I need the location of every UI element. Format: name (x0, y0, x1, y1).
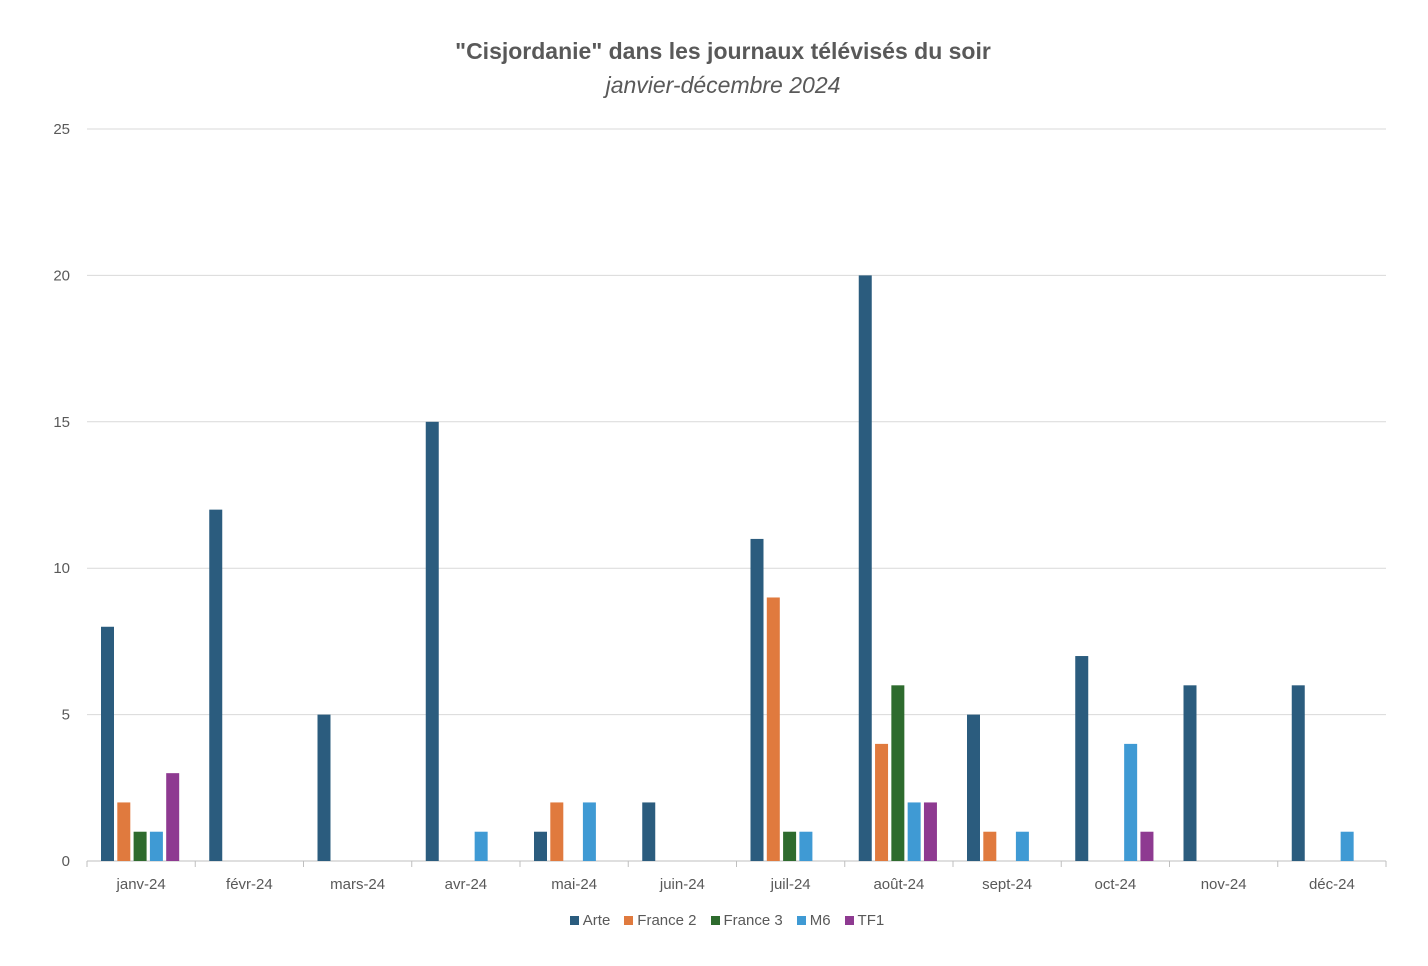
legend-label: TF1 (857, 912, 885, 929)
bar-france-3-août-24 (891, 685, 905, 861)
legend-swatch (624, 916, 634, 925)
legend-label: Arte (582, 912, 611, 929)
bar-tf1-août-24 (923, 802, 937, 861)
bar-arte-juin-24 (642, 802, 656, 861)
bar-tf1-janv-24 (166, 773, 180, 861)
legend-label: France 3 (723, 912, 783, 929)
bar-arte-sept-24 (967, 714, 980, 861)
x-tick-label: janv-24 (116, 876, 166, 893)
bar-arte-févr-24 (209, 509, 223, 861)
legend-label: M6 (809, 912, 831, 929)
legend-item: France 2 (624, 912, 697, 929)
legend-swatch (569, 916, 579, 925)
x-tick-label: juil-24 (770, 876, 811, 893)
bar-france-2-janv-24 (117, 802, 131, 861)
bar-arte-mai-24 (534, 831, 547, 861)
x-tick-label: nov-24 (1201, 876, 1247, 893)
y-tick-label: 0 (62, 853, 70, 870)
y-tick-label: 20 (53, 267, 70, 284)
bar-m6-août-24 (907, 802, 921, 861)
bar-arte-mars-24 (317, 714, 331, 861)
y-tick-label: 25 (53, 121, 70, 138)
bar-france-3-janv-24 (133, 831, 147, 861)
bar-arte-août-24 (858, 275, 872, 861)
legend-swatch (844, 916, 854, 925)
x-tick-label: déc-24 (1309, 876, 1355, 893)
bar-tf1-oct-24 (1140, 831, 1154, 861)
bar-arte-nov-24 (1183, 685, 1197, 861)
x-tick-label: oct-24 (1095, 876, 1137, 893)
legend-swatch (710, 916, 720, 925)
legend-label: France 2 (637, 912, 697, 929)
legend-item: Arte (569, 912, 611, 929)
chart-legend: Arte France 2 France 3 M6 TF1 (0, 912, 1428, 929)
bar-arte-déc-24 (1291, 685, 1305, 861)
bar-m6-avr-24 (474, 831, 488, 861)
bar-arte-juil-24 (750, 538, 764, 861)
bar-france-2-août-24 (875, 743, 889, 861)
x-tick-label: juin-24 (659, 876, 705, 893)
bar-france-2-juil-24 (766, 597, 780, 861)
y-tick-label: 5 (62, 707, 70, 724)
x-tick-label: mars-24 (330, 876, 385, 893)
legend-item: TF1 (844, 912, 885, 929)
bar-m6-janv-24 (149, 831, 163, 861)
y-tick-label: 15 (53, 414, 70, 431)
bar-arte-avr-24 (425, 421, 439, 861)
x-tick-label: févr-24 (226, 876, 273, 893)
chart-title: "Cisjordanie" dans les journaux télévisé… (455, 38, 991, 64)
bar-arte-oct-24 (1075, 656, 1089, 861)
x-tick-label: sept-24 (982, 876, 1032, 893)
y-tick-label: 10 (53, 560, 70, 577)
bar-france-2-mai-24 (550, 802, 564, 861)
bar-arte-janv-24 (101, 626, 114, 861)
x-tick-label: août-24 (873, 876, 924, 893)
bar-m6-sept-24 (1015, 831, 1029, 861)
bar-m6-oct-24 (1124, 743, 1138, 861)
bar-m6-juil-24 (799, 831, 813, 861)
legend-item: M6 (796, 912, 831, 929)
bar-france-2-sept-24 (983, 831, 997, 861)
bar-m6-déc-24 (1340, 831, 1354, 861)
bar-france-3-juil-24 (783, 831, 797, 861)
chart-subtitle: janvier-décembre 2024 (605, 72, 841, 98)
x-tick-label: avr-24 (445, 876, 488, 893)
legend-item: France 3 (710, 912, 783, 929)
legend-swatch (796, 916, 806, 925)
bar-m6-mai-24 (582, 802, 596, 861)
x-tick-label: mai-24 (551, 876, 597, 893)
